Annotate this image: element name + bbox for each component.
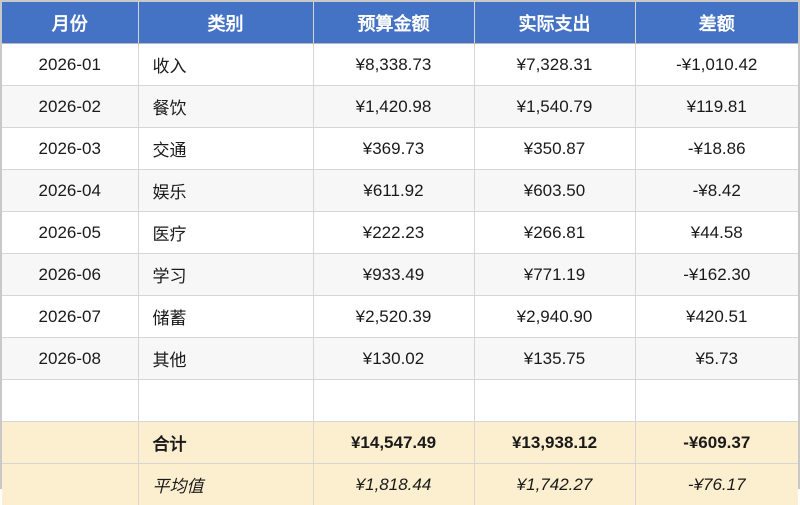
cell-month[interactable]: 2026-01: [2, 44, 138, 86]
cell-month[interactable]: 2026-02: [2, 86, 138, 128]
cell-month[interactable]: 2026-03: [2, 128, 138, 170]
cell-month[interactable]: [2, 422, 138, 464]
cell-diff[interactable]: -¥76.17: [635, 464, 798, 505]
cell-cat[interactable]: 餐饮: [138, 86, 313, 128]
cell-month[interactable]: 2026-08: [2, 338, 138, 380]
cell-diff[interactable]: -¥609.37: [635, 422, 798, 464]
cell-budget[interactable]: ¥1,420.98: [313, 86, 474, 128]
cell-actual[interactable]: ¥603.50: [474, 170, 635, 212]
cell-diff[interactable]: ¥119.81: [635, 86, 798, 128]
cell-cat[interactable]: 其他: [138, 338, 313, 380]
summary-row-total[interactable]: 合计¥14,547.49¥13,938.12-¥609.37: [2, 422, 798, 464]
column-header-month[interactable]: 月份: [2, 2, 138, 44]
table-header: 月份 类别 预算金额 实际支出 差额: [2, 2, 798, 44]
column-header-category[interactable]: 类别: [138, 2, 313, 44]
cell-actual[interactable]: [474, 380, 635, 422]
cell-actual[interactable]: ¥2,940.90: [474, 296, 635, 338]
cell-month[interactable]: 2026-04: [2, 170, 138, 212]
cell-actual[interactable]: ¥7,328.31: [474, 44, 635, 86]
cell-cat[interactable]: 学习: [138, 254, 313, 296]
cell-actual[interactable]: ¥1,742.27: [474, 464, 635, 505]
cell-budget[interactable]: ¥2,520.39: [313, 296, 474, 338]
cell-cat[interactable]: 医疗: [138, 212, 313, 254]
cell-actual[interactable]: ¥135.75: [474, 338, 635, 380]
cell-budget[interactable]: [313, 380, 474, 422]
cell-diff[interactable]: -¥1,010.42: [635, 44, 798, 86]
cell-budget[interactable]: ¥8,338.73: [313, 44, 474, 86]
cell-diff[interactable]: ¥5.73: [635, 338, 798, 380]
cell-actual[interactable]: ¥13,938.12: [474, 422, 635, 464]
cell-month[interactable]: 2026-07: [2, 296, 138, 338]
cell-cat[interactable]: 交通: [138, 128, 313, 170]
cell-diff[interactable]: ¥420.51: [635, 296, 798, 338]
cell-cat[interactable]: 储蓄: [138, 296, 313, 338]
cell-budget[interactable]: ¥611.92: [313, 170, 474, 212]
cell-month[interactable]: [2, 464, 138, 505]
cell-diff[interactable]: [635, 380, 798, 422]
cell-actual[interactable]: ¥771.19: [474, 254, 635, 296]
cell-actual[interactable]: ¥1,540.79: [474, 86, 635, 128]
cell-actual[interactable]: ¥350.87: [474, 128, 635, 170]
cell-cat[interactable]: 收入: [138, 44, 313, 86]
cell-budget[interactable]: ¥1,818.44: [313, 464, 474, 505]
cell-cat[interactable]: [138, 380, 313, 422]
cell-budget[interactable]: ¥222.23: [313, 212, 474, 254]
cell-diff[interactable]: -¥8.42: [635, 170, 798, 212]
column-header-actual[interactable]: 实际支出: [474, 2, 635, 44]
cell-month[interactable]: 2026-05: [2, 212, 138, 254]
summary-row-average[interactable]: 平均值¥1,818.44¥1,742.27-¥76.17: [2, 464, 798, 505]
column-header-budget[interactable]: 预算金额: [313, 2, 474, 44]
cell-cat[interactable]: 平均值: [138, 464, 313, 505]
cell-budget[interactable]: ¥14,547.49: [313, 422, 474, 464]
cell-actual[interactable]: ¥266.81: [474, 212, 635, 254]
cell-cat[interactable]: 娱乐: [138, 170, 313, 212]
spacer-row[interactable]: [2, 380, 798, 422]
cell-month[interactable]: [2, 380, 138, 422]
cell-diff[interactable]: -¥18.86: [635, 128, 798, 170]
cell-diff[interactable]: -¥162.30: [635, 254, 798, 296]
cell-month[interactable]: 2026-06: [2, 254, 138, 296]
cell-cat[interactable]: 合计: [138, 422, 313, 464]
column-header-difference[interactable]: 差额: [635, 2, 798, 44]
header-row: 月份 类别 预算金额 实际支出 差额: [2, 2, 798, 44]
cell-budget[interactable]: ¥933.49: [313, 254, 474, 296]
cell-budget[interactable]: ¥369.73: [313, 128, 474, 170]
cell-diff[interactable]: ¥44.58: [635, 212, 798, 254]
cell-budget[interactable]: ¥130.02: [313, 338, 474, 380]
